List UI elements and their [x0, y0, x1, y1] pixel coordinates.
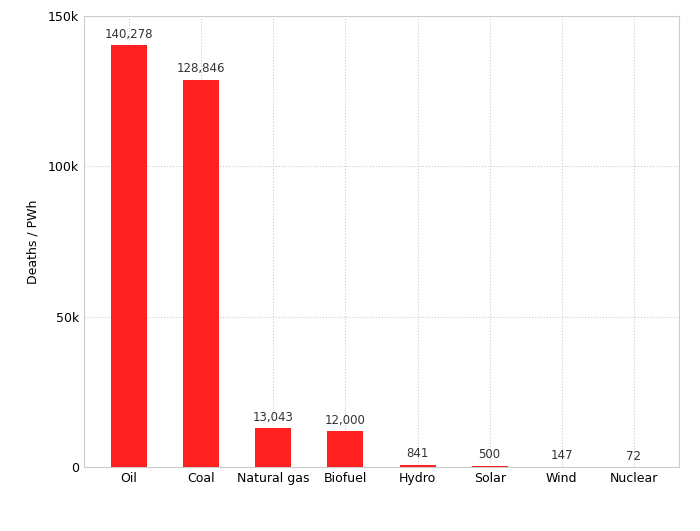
- Bar: [183, 80, 219, 467]
- Bar: [256, 428, 291, 467]
- Text: 841: 841: [407, 447, 428, 460]
- Text: 72: 72: [626, 450, 641, 463]
- Text: 140,278: 140,278: [105, 28, 153, 41]
- Text: 12,000: 12,000: [325, 414, 366, 427]
- Y-axis label: Deaths / PWh: Deaths / PWh: [27, 200, 40, 284]
- Bar: [328, 431, 363, 467]
- Bar: [400, 465, 435, 467]
- Text: 147: 147: [551, 449, 573, 463]
- Bar: [111, 45, 147, 467]
- Bar: [472, 466, 507, 467]
- Text: 128,846: 128,846: [177, 62, 225, 75]
- Text: 500: 500: [479, 448, 500, 461]
- Text: 13,043: 13,043: [253, 410, 294, 424]
